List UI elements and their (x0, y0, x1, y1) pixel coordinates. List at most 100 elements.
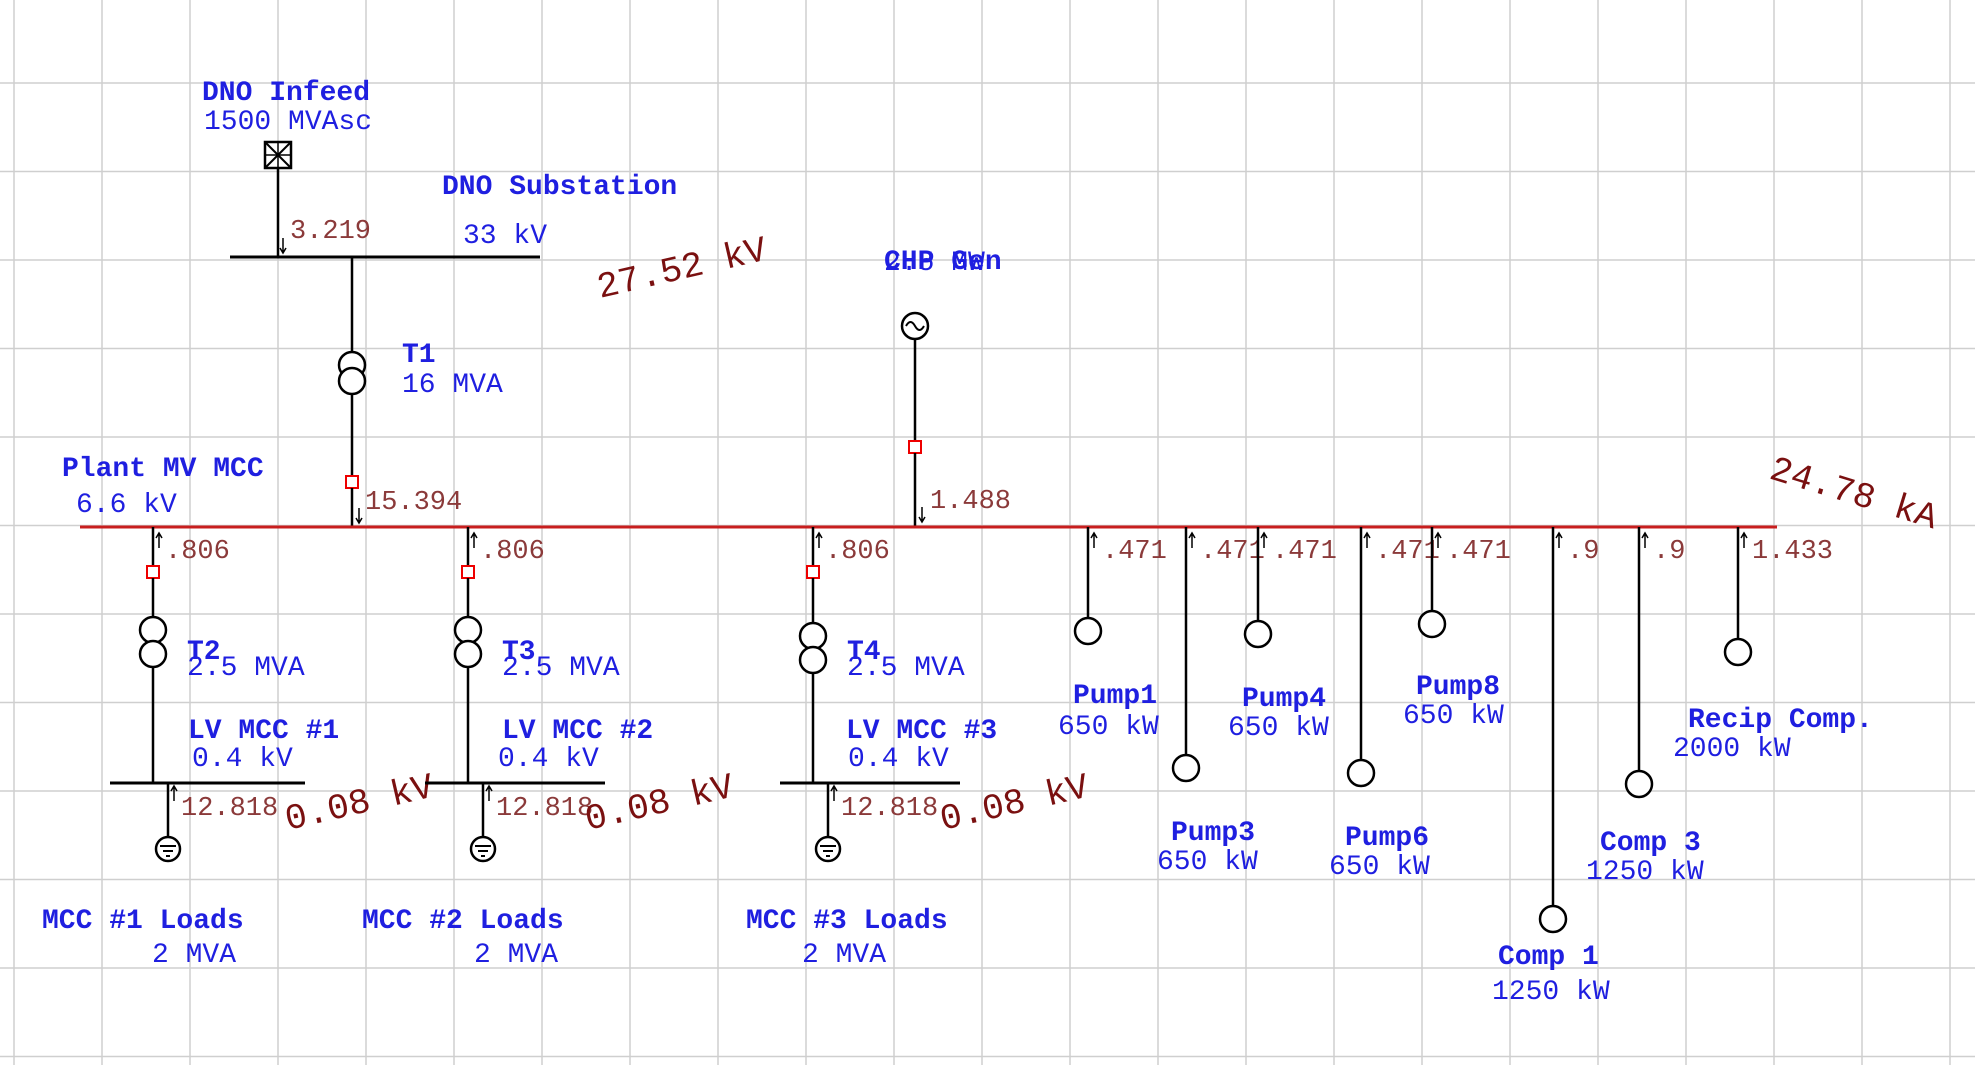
ground-load-icon (160, 845, 176, 857)
breaker-t1[interactable] (345, 475, 359, 489)
current-arrow-icon (155, 531, 163, 548)
current-arrow-icon (485, 784, 493, 801)
current-arrow-icon (1363, 531, 1371, 548)
feeder-lv-current: 12.818 (841, 794, 938, 824)
transformer-name: T2 (187, 637, 221, 668)
transformer-t3[interactable] (453, 527, 483, 783)
mcc-load[interactable] (814, 783, 842, 863)
chp-name: CHP Gen (884, 247, 1002, 278)
motor-current: .471 (1200, 537, 1265, 567)
motor-rating: 1250 kW (1586, 857, 1704, 888)
feeder-lv-current: 12.818 (496, 794, 593, 824)
transformer-name: T4 (847, 637, 881, 668)
breaker-t4[interactable] (806, 565, 820, 579)
load-name: MCC #3 Loads (746, 906, 948, 937)
motor-pump3[interactable] (1171, 527, 1201, 783)
dno-substation-voltage: 33 kV (463, 221, 547, 252)
current-arrow-icon (1555, 531, 1563, 548)
motor-comp-3[interactable] (1624, 527, 1654, 799)
lv-bus-fault-voltage: 0.08 kV (581, 767, 738, 841)
lv-bus-fault-voltage: 0.08 kV (281, 767, 438, 841)
motor-icon (1538, 904, 1568, 934)
transformer-name: T3 (502, 637, 536, 668)
load-name: MCC #1 Loads (42, 906, 244, 937)
motor-icon (1346, 758, 1376, 788)
current-arrow-icon (1740, 531, 1748, 548)
motor-icon (1171, 753, 1201, 783)
load-rating: 2 MVA (474, 940, 558, 971)
current-arrow-icon (470, 531, 478, 548)
t1-rating: 16 MVA (402, 370, 503, 401)
current-arrow-icon (1090, 531, 1098, 548)
motor-name: Pump3 (1171, 818, 1255, 849)
current-arrow-icon (1641, 531, 1649, 548)
t1-name: T1 (402, 340, 436, 371)
motor-current: .9 (1567, 537, 1599, 567)
ground-load-icon (475, 845, 491, 857)
current-arrow-icon (279, 238, 287, 255)
motor-rating: 1250 kW (1492, 977, 1610, 1008)
mv-bus-voltage: 6.6 kV (76, 490, 177, 521)
current-arrow-icon (170, 784, 178, 801)
motor-icon (1073, 616, 1103, 646)
mcc-load[interactable] (469, 783, 497, 863)
feeder-hv-current: .806 (825, 537, 890, 567)
transformer-t2[interactable] (138, 527, 168, 783)
mcc-load[interactable] (154, 783, 182, 863)
transformer-t1[interactable] (337, 257, 367, 527)
motor-rating: 650 kW (1157, 847, 1258, 878)
current-arrow-icon (918, 507, 926, 524)
motor-rating: 2000 kW (1673, 734, 1791, 765)
load-rating: 2 MVA (152, 940, 236, 971)
motor-rating: 650 kW (1228, 713, 1329, 744)
motor-name: Pump8 (1416, 672, 1500, 703)
motor-recip-comp[interactable] (1723, 527, 1753, 667)
transformer-rating: 2.5 MVA (502, 653, 620, 684)
transformer-rating: 2.5 MVA (847, 653, 965, 684)
feeder-hv-current: .806 (480, 537, 545, 567)
motor-current: .471 (1446, 537, 1511, 567)
motor-current: .471 (1272, 537, 1337, 567)
breaker-t3[interactable] (461, 565, 475, 579)
motor-current: .471 (1102, 537, 1167, 567)
dno-substation-fault-voltage: 27.52 kV (593, 230, 771, 309)
motor-pump1[interactable] (1073, 527, 1103, 646)
ground-load-icon (820, 845, 836, 857)
chp-rating: 2.5 MW (884, 248, 985, 279)
current-arrow-icon (815, 531, 823, 548)
motor-pump8[interactable] (1417, 527, 1447, 639)
current-arrow-icon (1188, 531, 1196, 548)
current-arrow-icon (1260, 531, 1268, 548)
infeed-name: DNO Infeed (202, 78, 370, 109)
motor-pump6[interactable] (1346, 527, 1376, 788)
feeder-lv-current: 12.818 (181, 794, 278, 824)
lv-bus-name: LV MCC #2 (502, 716, 653, 747)
chp-generator[interactable] (900, 311, 930, 527)
motor-current: .471 (1375, 537, 1440, 567)
motor-icon (1624, 769, 1654, 799)
load-rating: 2 MVA (802, 940, 886, 971)
transformer-t4[interactable] (798, 527, 828, 783)
motor-current: 1.433 (1752, 537, 1833, 567)
t1-current: 15.394 (365, 488, 462, 518)
mv-bus-name: Plant MV MCC (62, 454, 264, 485)
motor-name: Recip Comp. (1688, 705, 1873, 736)
dno-infeed[interactable] (263, 140, 293, 257)
infeed-current: 3.219 (290, 217, 371, 247)
lv-bus-voltage: 0.4 kV (498, 744, 599, 775)
chp-current: 1.488 (930, 487, 1011, 517)
motor-pump4[interactable] (1243, 527, 1273, 649)
breaker-chp[interactable] (908, 440, 922, 454)
lv-bus-voltage: 0.4 kV (192, 744, 293, 775)
motor-rating: 650 kW (1329, 852, 1430, 883)
motor-icon (1243, 619, 1273, 649)
current-arrow-icon (355, 508, 363, 525)
motor-comp-1[interactable] (1538, 527, 1568, 934)
motor-name: Comp 1 (1498, 942, 1599, 973)
load-name: MCC #2 Loads (362, 906, 564, 937)
breaker-t2[interactable] (146, 565, 160, 579)
feeder-hv-current: .806 (165, 537, 230, 567)
